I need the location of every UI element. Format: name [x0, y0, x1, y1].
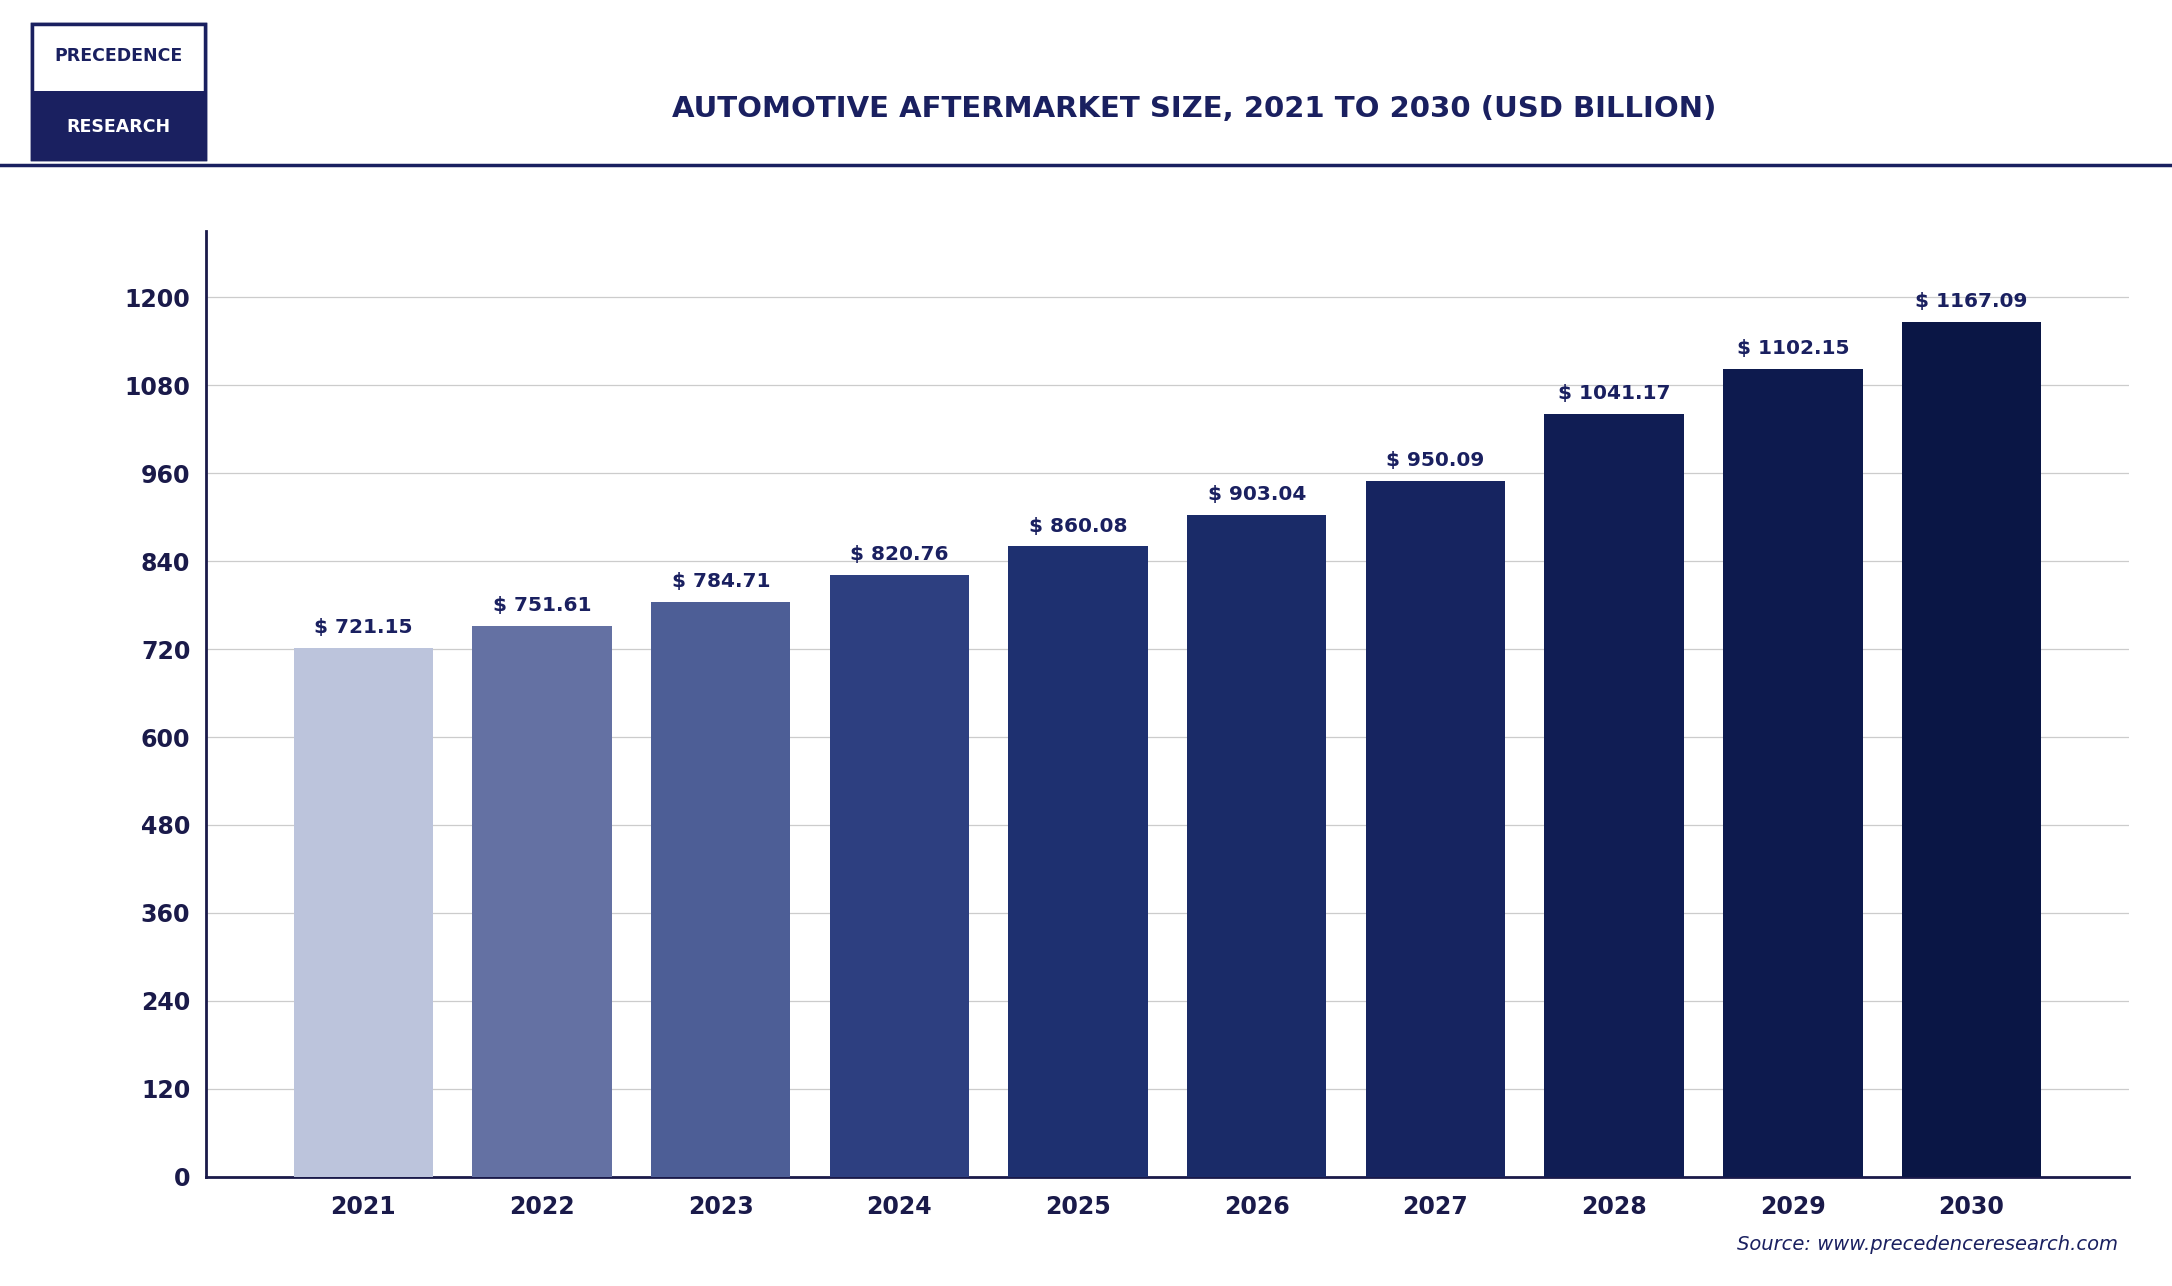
- Bar: [471, 626, 613, 1177]
- Text: PRECEDENCE: PRECEDENCE: [54, 48, 182, 66]
- Text: AUTOMOTIVE AFTERMARKET SIZE, 2021 TO 2030 (USD BILLION): AUTOMOTIVE AFTERMARKET SIZE, 2021 TO 203…: [673, 95, 1716, 123]
- Bar: [33, 91, 204, 159]
- Bar: [652, 602, 791, 1177]
- Bar: [1544, 414, 1683, 1177]
- Text: RESEARCH: RESEARCH: [67, 117, 169, 135]
- Bar: [830, 575, 969, 1177]
- Bar: [293, 648, 432, 1177]
- Text: $ 950.09: $ 950.09: [1386, 450, 1486, 469]
- Bar: [1722, 369, 1864, 1177]
- Text: $ 860.08: $ 860.08: [1030, 517, 1127, 535]
- Text: $ 1041.17: $ 1041.17: [1557, 383, 1670, 403]
- Text: $ 784.71: $ 784.71: [671, 572, 771, 590]
- Text: Source: www.precedenceresearch.com: Source: www.precedenceresearch.com: [1738, 1235, 2118, 1254]
- Text: $ 1167.09: $ 1167.09: [1916, 292, 2029, 310]
- Text: $ 721.15: $ 721.15: [315, 619, 413, 638]
- Text: $ 903.04: $ 903.04: [1208, 485, 1305, 504]
- Text: $ 820.76: $ 820.76: [849, 545, 949, 565]
- Bar: [1903, 322, 2042, 1177]
- Bar: [33, 23, 204, 91]
- Bar: [1008, 547, 1147, 1177]
- Bar: [1188, 514, 1327, 1177]
- Text: $ 1102.15: $ 1102.15: [1738, 340, 1848, 358]
- Bar: [1366, 481, 1505, 1177]
- Text: $ 751.61: $ 751.61: [493, 595, 591, 615]
